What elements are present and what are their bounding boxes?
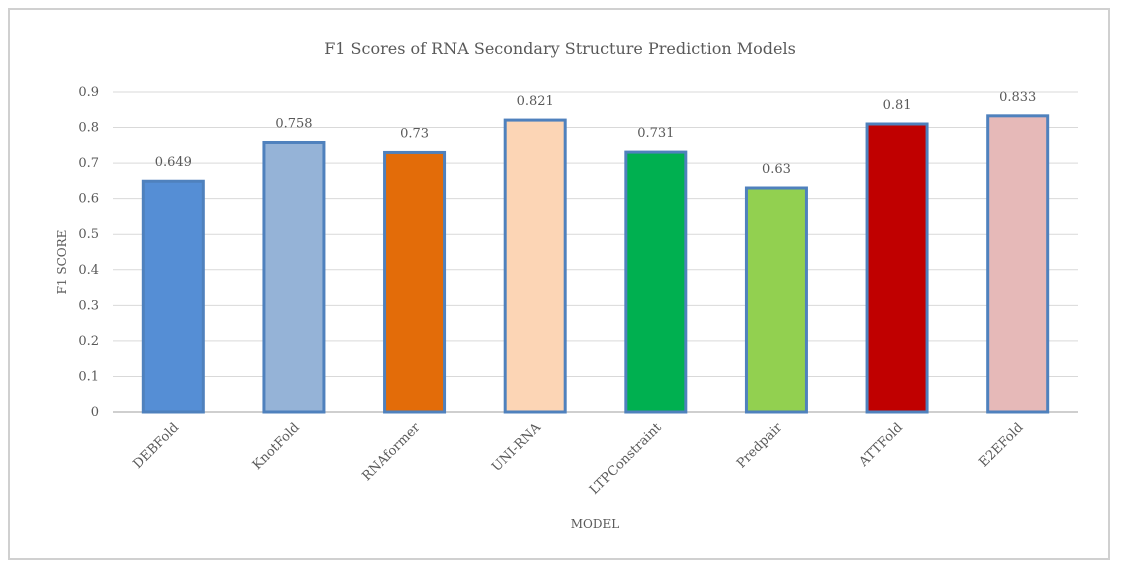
x-tick-label: ATTFold [856, 420, 906, 470]
data-label: 0.63 [762, 162, 791, 177]
x-tick-label: UNI-RNA [489, 420, 544, 475]
x-axis-ticks: DEBFold KnotFold RNAformer UNI-RNA LTPConstr… [130, 420, 1026, 498]
x-tick-label: Predpair [734, 420, 786, 472]
chart-title: F1 Scores of RNA Secondary Structure Pre… [324, 39, 796, 58]
data-label: 0.81 [883, 98, 912, 113]
data-label: 0.73 [400, 126, 429, 141]
bar-ltpconstraint [624, 150, 688, 414]
data-label: 0.758 [275, 116, 312, 131]
chart-frame: F1 Scores of RNA Secondary Structure Pre… [8, 8, 1110, 560]
y-axis-ticks: 0 0.1 0.2 0.3 0.4 0.5 0.6 0.7 0.8 0.9 [78, 85, 99, 420]
x-tick-label: RNAformer [359, 420, 423, 484]
x-axis-title: MODEL [571, 517, 620, 531]
y-tick-label: 0.2 [78, 334, 99, 349]
x-tick-label: E2EFold [976, 420, 1026, 470]
x-tick-label: LTPConstraint [587, 420, 665, 498]
y-tick-label: 0.3 [78, 298, 99, 313]
data-label: 0.731 [637, 126, 674, 141]
bar-debfold [141, 179, 205, 414]
x-tick-label: DEBFold [130, 420, 182, 472]
gridlines [113, 91, 1078, 413]
bar-attfold [865, 122, 929, 414]
chart-svg: F1 Scores of RNA Secondary Structure Pre… [55, 39, 1078, 531]
bar-uni-rna [503, 118, 567, 414]
y-axis-title: F1 SCORE [55, 230, 69, 295]
y-tick-label: 0.9 [78, 85, 99, 100]
y-tick-label: 0.4 [78, 263, 99, 278]
y-tick-label: 0 [91, 405, 99, 420]
bar-e2efold [986, 114, 1050, 414]
bars [141, 114, 1050, 414]
y-tick-label: 0.5 [78, 227, 99, 242]
y-tick-label: 0.6 [78, 192, 99, 207]
data-label: 0.833 [999, 90, 1036, 105]
data-labels: 0.649 0.758 0.73 0.821 0.731 0.63 0.81 0.833 [155, 90, 1037, 177]
data-label: 0.821 [517, 94, 554, 109]
y-tick-label: 0.1 [78, 369, 99, 384]
y-tick-label: 0.7 [78, 156, 99, 171]
data-label: 0.649 [155, 155, 192, 170]
bar-rnaformer [383, 150, 447, 414]
x-tick-label: KnotFold [250, 420, 303, 473]
bar-predpair [744, 186, 808, 414]
bar-knotfold [262, 140, 326, 414]
y-tick-label: 0.8 [78, 121, 99, 136]
